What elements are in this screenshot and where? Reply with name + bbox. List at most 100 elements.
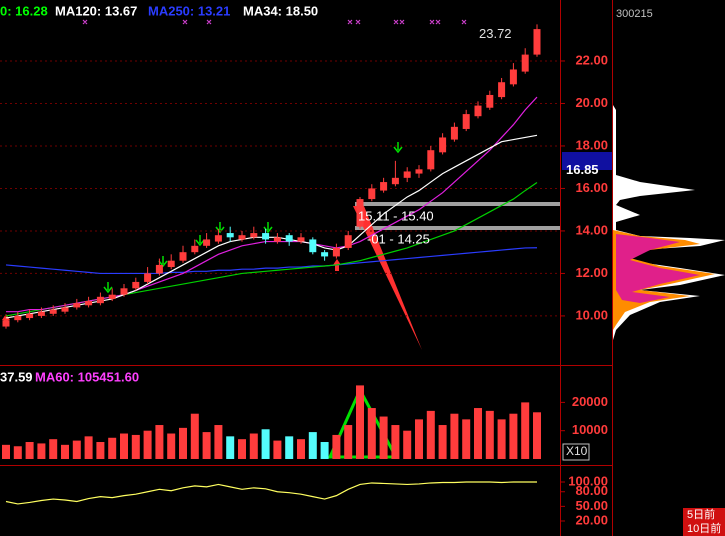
ma-line [5,247,538,275]
candle-body [120,288,128,295]
candle-body [521,54,529,72]
price-marker-box [562,152,612,170]
range-label: -01 - 14.25 [367,231,430,246]
candle-body [321,252,329,257]
volume-bar [285,436,294,459]
volume-bar [143,430,152,459]
candle-body [427,150,435,170]
volume-bar [120,433,128,459]
signal-arrows [103,142,403,294]
candle-body [179,252,187,261]
y-tick-label: 22.00 [575,52,608,67]
candle-body [61,307,69,312]
candle-body [73,303,81,308]
volume-bar [320,442,329,459]
candle-body [2,320,10,327]
scale-box [562,443,590,461]
volume-bar [84,436,93,459]
volume-bar [202,432,211,459]
volume-bar [308,432,317,459]
ma-line [5,134,538,319]
volume-bar [190,413,199,459]
price-marker: 16.85 [566,162,599,177]
volume-bar [238,439,246,459]
history-button-label[interactable]: 5日前 [687,507,715,521]
volume-bar [72,440,81,459]
volume-bar [485,410,494,459]
range-bar [355,226,560,230]
candle-body [85,301,93,306]
candle-body [450,126,458,140]
legend-item: MA60: 105451.60 [35,369,139,384]
down-arrow [263,222,273,234]
candle-body [309,239,317,253]
candle-body [415,169,423,174]
candle-body [368,188,376,200]
volume-bar [356,385,364,459]
volume-bar [403,430,412,459]
candle-body [262,233,270,240]
down-arrow [215,222,225,234]
candle-body [155,264,163,274]
y-tick-label: 100.00 [568,473,608,488]
y-tick-label: 50.00 [575,498,608,513]
y-tick-label: 18.00 [575,137,608,152]
down-arrow [393,142,403,154]
candle-body [462,114,470,129]
volume-bar [25,442,34,459]
volume-bar [391,425,400,459]
candle-body [403,171,411,178]
volume-bar [37,443,46,459]
candle-body [285,235,293,242]
volume-bar [426,410,435,459]
candle-body [486,94,494,108]
legend-item: 37.59 [0,369,33,384]
volume-bar [450,413,459,459]
candle-body [203,239,211,246]
volume-bar [261,429,270,459]
volume-profile [613,105,725,340]
volume-bar [379,416,388,459]
y-tick-label: 16.00 [575,180,608,195]
volume-bar [179,427,187,459]
candle-body [533,29,541,55]
oscillator-line [5,481,537,505]
candle-body [498,82,506,98]
down-arrow [158,256,168,268]
candle-body [132,281,140,289]
volume-bar [521,402,530,459]
down-arrow [195,235,205,247]
volume-bar [297,439,305,459]
range-bar [355,202,560,206]
candle-body [474,105,482,117]
volume-bar [155,425,164,459]
stock-code: 300215 [616,8,653,20]
y-tick-label: 14.00 [575,222,608,237]
volume-bar [108,437,117,459]
y-tick-label: 20.00 [575,95,608,110]
volume-bar [509,413,518,459]
history-button-label[interactable]: 10日前 [687,521,721,535]
candle-body [344,235,352,248]
volume-bar [226,436,235,459]
volume-bar [49,439,58,459]
y-tick-label: 10.00 [575,307,608,322]
candle-body [439,137,447,153]
y-tick-label: 20000 [572,394,608,409]
legend-item: 0: 16.28 [0,3,48,18]
y-tick-label: 12.00 [575,265,608,280]
down-arrow [103,282,113,294]
y-tick-label: 20.00 [575,512,608,527]
volume-bar [273,440,282,459]
candle-body [37,311,45,316]
volume-bar [438,425,447,459]
volume-bar [497,419,506,459]
candle-body [356,199,364,227]
candle-body [144,273,152,282]
candle-body [167,260,175,268]
candle-body [238,235,246,240]
markers [82,19,467,25]
candle-body [380,182,388,191]
profile-magenta [616,234,700,303]
